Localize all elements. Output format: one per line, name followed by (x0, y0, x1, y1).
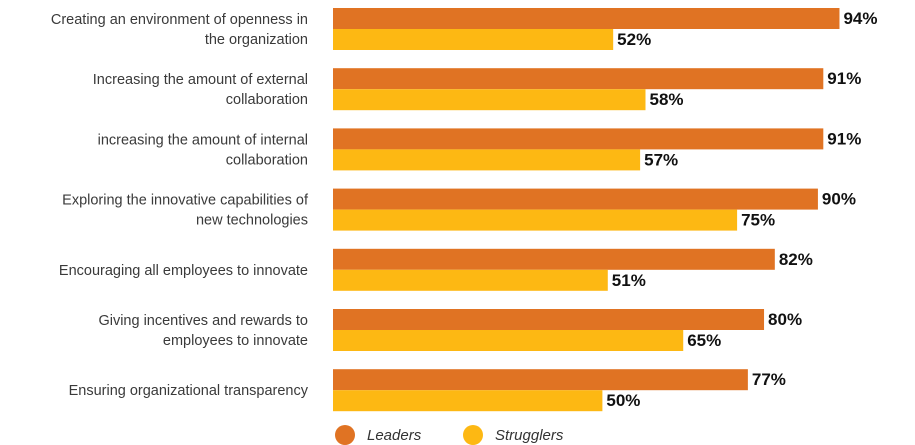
bars-layer (333, 8, 840, 412)
strugglers-bar (333, 149, 641, 171)
category-label: Ensuring organizational transparency (69, 383, 309, 399)
leaders-legend-label: Leaders (367, 427, 422, 444)
strugglers-bar (333, 330, 684, 351)
category-label: increasing the amount of internal collabo… (98, 132, 308, 168)
category-label-line: new technologies (196, 213, 308, 229)
strugglers-value-label: 50% (606, 391, 640, 410)
category-label-line: Increasing the amount of external (93, 72, 308, 88)
leaders-bar (333, 248, 775, 270)
category-label-line: Exploring the innovative capabilities of (62, 193, 309, 209)
legend: Leaders Strugglers (335, 425, 564, 445)
leaders-value-label: 77% (752, 370, 786, 389)
strugglers-value-label: 52% (617, 30, 651, 49)
leaders-bar (333, 8, 840, 29)
leaders-value-label: 82% (779, 250, 813, 269)
strugglers-legend-label: Strugglers (495, 427, 564, 444)
category-label: Creating an environment of openness in th… (51, 12, 308, 48)
strugglers-value-label: 65% (687, 331, 721, 350)
leaders-value-label: 94% (843, 9, 877, 28)
category-label-line: Encouraging all employees to innovate (59, 263, 308, 279)
leaders-legend-marker (335, 425, 355, 445)
strugglers-value-label: 58% (650, 90, 684, 109)
strugglers-value-label: 51% (612, 271, 646, 290)
category-label-line: collaboration (226, 92, 308, 108)
leaders-bar (333, 128, 824, 150)
category-label-line: the organization (205, 32, 308, 48)
category-label-line: Ensuring organizational transparency (69, 383, 309, 399)
leaders-bar (333, 369, 748, 391)
category-label: Exploring the innovative capabilities of… (62, 193, 309, 229)
strugglers-bar (333, 209, 738, 231)
category-label-line: Creating an environment of openness in (51, 12, 308, 28)
category-label-line: employees to innovate (163, 333, 308, 349)
strugglers-bar (333, 390, 603, 412)
category-label-line: increasing the amount of internal (98, 132, 308, 148)
category-label-line: Giving incentives and rewards to (98, 313, 308, 329)
leaders-value-label: 90% (822, 190, 856, 209)
category-label: Giving incentives and rewards to employee… (98, 313, 308, 349)
leaders-value-label: 80% (768, 310, 802, 329)
strugglers-value-label: 57% (644, 150, 678, 169)
leaders-value-label: 91% (827, 69, 861, 88)
category-label: Increasing the amount of external collabo… (93, 72, 308, 108)
labels-layer: Creating an environment of openness in th… (51, 9, 878, 410)
strugglers-value-label: 75% (741, 211, 775, 230)
strugglers-bar (333, 89, 646, 111)
leaders-bar (333, 309, 765, 330)
category-label: Encouraging all employees to innovate (59, 263, 308, 279)
strugglers-bar (333, 29, 614, 50)
strugglers-legend-marker (463, 425, 483, 445)
leaders-value-label: 91% (827, 129, 861, 148)
leaders-bar (333, 188, 818, 210)
category-label-line: collaboration (226, 152, 308, 168)
strugglers-bar (333, 269, 608, 291)
leaders-bar (333, 68, 824, 90)
